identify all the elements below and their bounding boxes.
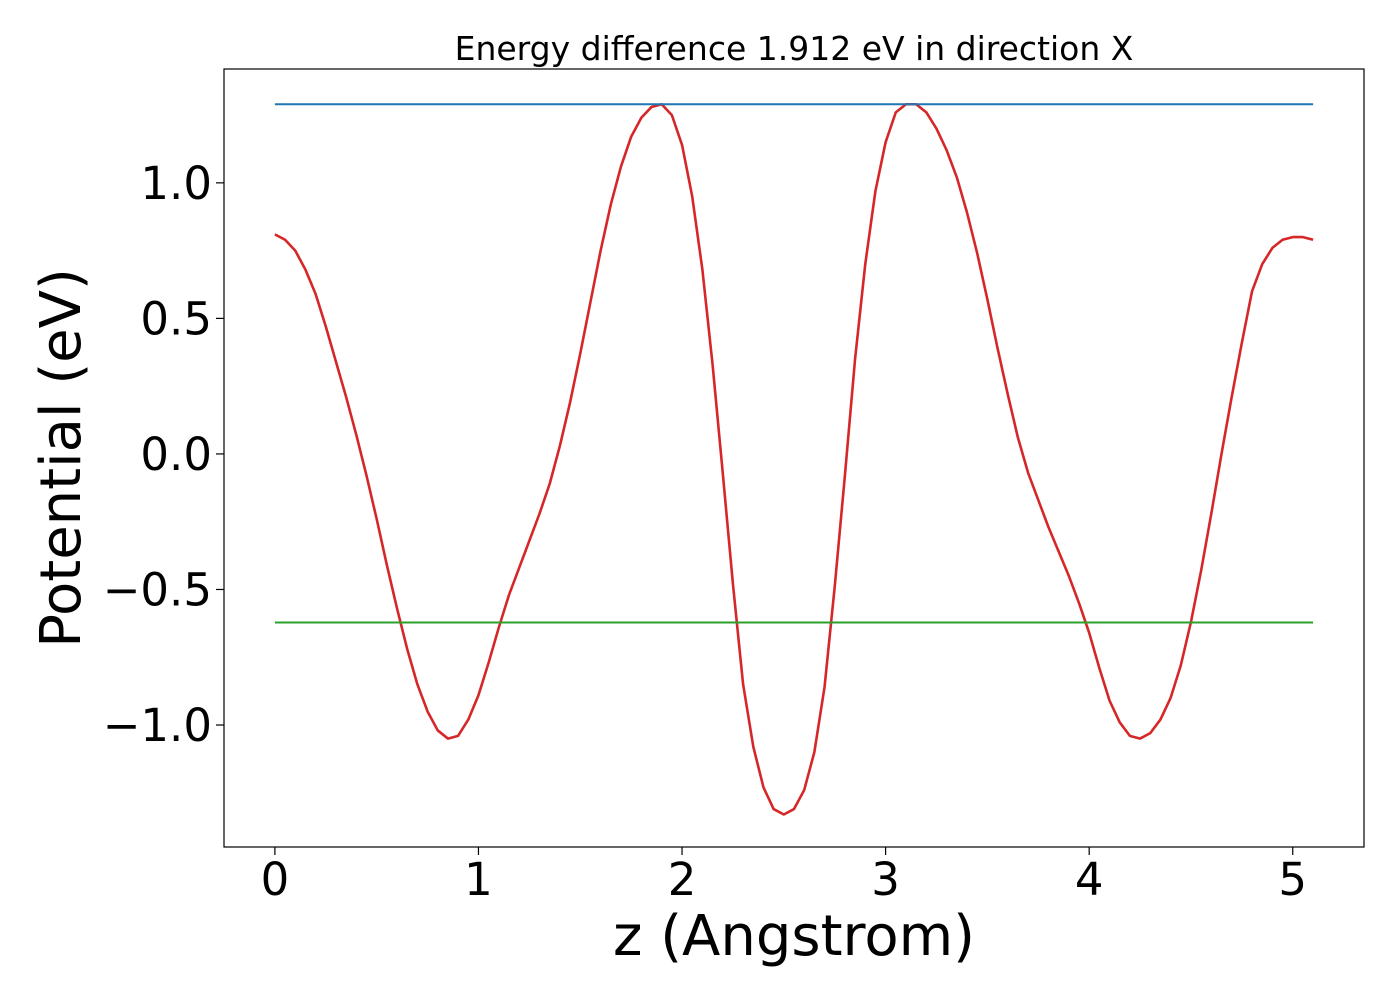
y-tick-label: 0.0 <box>140 428 212 481</box>
x-tick-label: 5 <box>1278 853 1307 906</box>
x-tick-label: 2 <box>668 853 697 906</box>
y-axis-ticks: −1.0 −0.5 0.0 0.5 1.0 <box>103 157 224 752</box>
y-tick-label: 1.0 <box>140 157 212 210</box>
x-tick-label: 3 <box>871 853 900 906</box>
x-tick-label: 4 <box>1075 853 1104 906</box>
y-tick-label: 0.5 <box>140 292 212 345</box>
y-axis-title: Potential (eV) <box>29 268 94 648</box>
x-tick-label: 0 <box>261 853 290 906</box>
series-group <box>274 102 1314 816</box>
x-axis-title: z (Angstrom) <box>613 904 975 969</box>
y-tick-label: −1.0 <box>103 699 212 752</box>
potential-curve <box>274 102 1314 816</box>
x-tick-label: 1 <box>464 853 493 906</box>
x-axis-ticks: 0 1 2 3 4 5 <box>261 847 1307 906</box>
y-tick-label: −0.5 <box>103 563 212 616</box>
plot-frame <box>223 68 1365 848</box>
chart-title: Energy difference 1.912 eV in direction … <box>455 29 1134 68</box>
